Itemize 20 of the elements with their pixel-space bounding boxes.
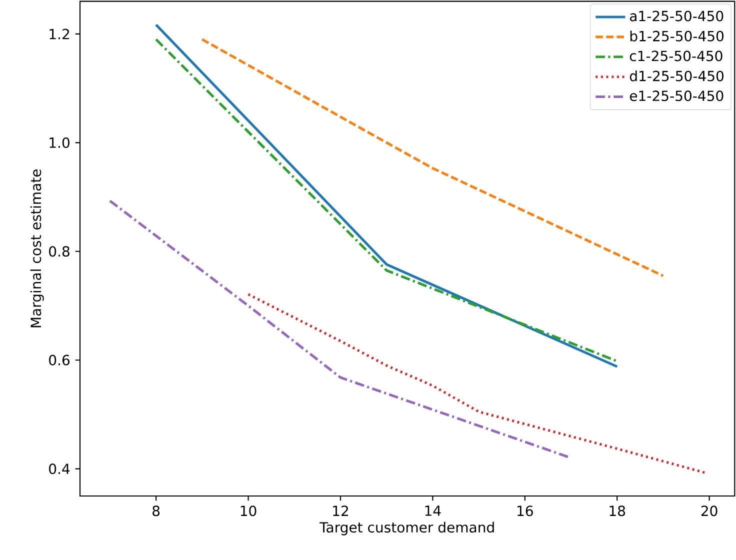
legend-label: a1-25-50-450 [630, 10, 724, 22]
x-tick-label: 8 [152, 506, 160, 516]
legend-label: d1-25-50-450 [630, 70, 724, 82]
x-tick-label: 18 [610, 506, 626, 516]
x-tick-label: 20 [701, 506, 718, 516]
y-tick-label: 0.8 [49, 246, 70, 257]
x-tick-label: 10 [240, 506, 256, 516]
y-axis-title: Marginal cost estimate [30, 169, 44, 328]
x-tick-label: 14 [425, 506, 441, 516]
x-axis-title: Target customer demand [319, 522, 494, 536]
legend-label: c1-25-50-450 [630, 50, 722, 62]
y-tick-label: 0.6 [49, 354, 70, 366]
x-tick-label: 12 [333, 506, 348, 516]
line-series [247, 293, 706, 474]
y-tick-label: 1.0 [50, 137, 70, 148]
y-tick-label: 1.2 [50, 28, 70, 40]
legend-label: e1-25-50-450 [630, 90, 724, 102]
x-tick-label: 16 [518, 506, 533, 516]
legend-label: b1-25-50-450 [630, 30, 724, 42]
y-tick-label: 0.4 [49, 464, 70, 474]
